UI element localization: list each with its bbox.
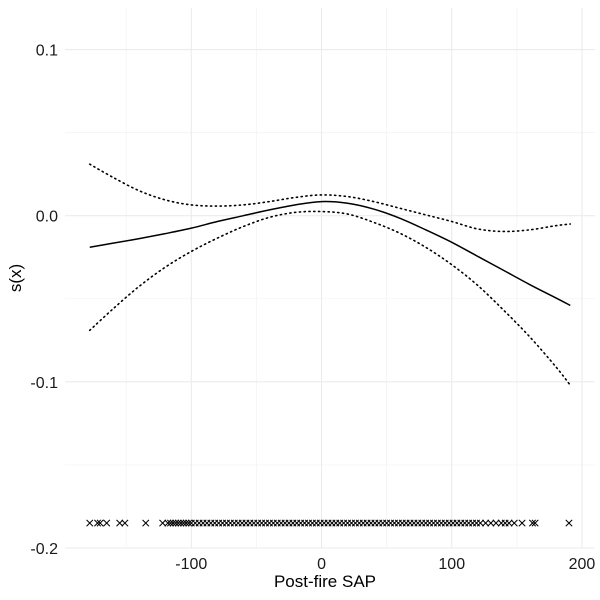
rug-mark-99 (518, 519, 526, 527)
rug-marks (86, 519, 573, 527)
rug-mark-2 (96, 519, 104, 527)
x-tick-labels: -100 0 100 200 (175, 556, 595, 573)
rug-mark-14 (179, 519, 188, 527)
y-tick-label-0: -0.2 (30, 541, 58, 558)
x-axis-title: Post-fire SAP (274, 572, 376, 591)
rug-mark-0 (86, 519, 94, 527)
y-tick-label-3: 0.1 (36, 43, 58, 60)
rug-mark-12 (174, 519, 182, 527)
rug-mark-11 (172, 519, 180, 527)
x-tick-label-0: -100 (175, 556, 207, 573)
y-tick-label-2: 0.0 (36, 209, 58, 226)
upper-ci-line (88, 163, 572, 233)
series-lines (88, 163, 572, 386)
rug-mark-98 (510, 519, 518, 527)
rug-mark-13 (177, 519, 185, 527)
rug-mark-8 (164, 519, 172, 527)
x-tick-label-1: 0 (317, 556, 326, 573)
rug-mark-100 (528, 519, 537, 527)
rug-mark-94 (492, 519, 500, 527)
rug-mark-10 (169, 519, 177, 527)
y-axis-title: s(x) (6, 264, 25, 292)
y-tick-label-1: -0.1 (30, 375, 58, 392)
rug-mark-15 (182, 519, 190, 527)
x-tick-label-3: 200 (569, 556, 596, 573)
fit-line (89, 200, 571, 307)
y-tick-labels: -0.2 -0.1 0.0 0.1 (30, 43, 58, 558)
rug-mark-9 (166, 519, 175, 527)
rug-mark-16 (185, 519, 193, 527)
rug-mark-102 (565, 519, 573, 527)
rug-mark-3 (103, 519, 111, 527)
rug-mark-7 (159, 519, 167, 527)
grid-lines (65, 8, 595, 549)
rug-mark-4 (116, 519, 124, 527)
rug-mark-92 (482, 519, 490, 527)
rug-mark-1 (94, 519, 102, 527)
lower-ci-line (88, 210, 572, 386)
rug-mark-91 (476, 519, 484, 527)
rug-mark-93 (487, 519, 495, 527)
rug-mark-5 (121, 519, 129, 527)
rug-mark-101 (531, 519, 539, 527)
rug-mark-6 (142, 519, 150, 527)
rug-mark-97 (505, 519, 513, 527)
x-tick-label-2: 100 (438, 556, 465, 573)
